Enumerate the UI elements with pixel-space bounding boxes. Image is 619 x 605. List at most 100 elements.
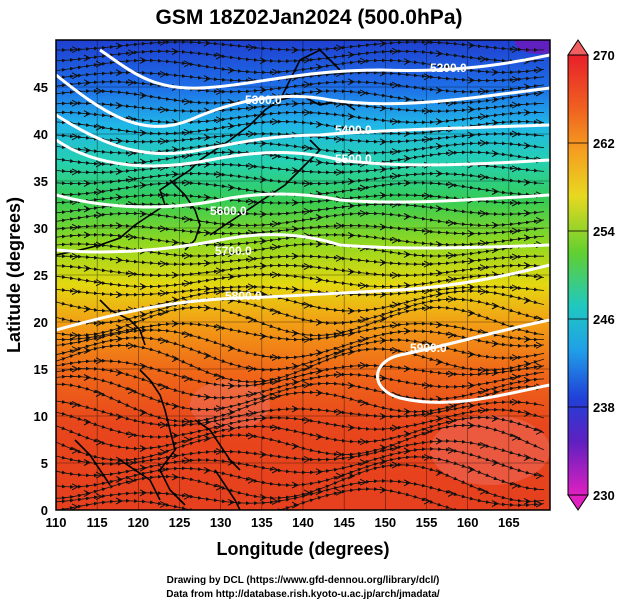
flow-arrow	[491, 188, 500, 195]
flow-arrow	[391, 271, 400, 279]
flow-arrow	[291, 362, 300, 370]
credit-line-1: Drawing by DCL (https://www.gfd-dennou.o…	[167, 575, 440, 586]
flow-arrow	[303, 381, 312, 389]
flow-arrow	[511, 199, 520, 207]
flow-arrow	[315, 63, 324, 71]
flow-arrow	[511, 165, 520, 173]
flow-arrow	[71, 223, 80, 231]
flow-arrow	[71, 346, 80, 354]
flow-arrow	[95, 160, 104, 168]
flow-arrow	[247, 43, 256, 51]
flow-arrow	[159, 337, 168, 345]
flow-arrow	[403, 430, 412, 438]
flow-arrow	[523, 335, 532, 343]
flow-arrow	[183, 179, 192, 187]
flow-arrow	[291, 442, 300, 450]
flow-arrow	[139, 464, 148, 472]
flow-arrow	[115, 193, 124, 201]
flow-arrow	[159, 309, 168, 316]
flow-arrow	[435, 118, 444, 126]
flow-arrow	[359, 209, 368, 217]
flow-arrow	[271, 271, 280, 279]
flow-arrow	[391, 424, 400, 432]
flow-arrow	[203, 160, 212, 168]
flow-arrow	[259, 176, 268, 184]
flow-arrow	[403, 479, 412, 487]
flow-arrow	[271, 354, 280, 361]
contour-label: 5700.0	[215, 244, 252, 258]
flow-arrow	[379, 337, 388, 344]
flow-arrow	[139, 158, 148, 166]
flow-arrow	[139, 181, 148, 189]
flow-arrow	[159, 448, 168, 456]
flow-arrow	[171, 320, 180, 328]
flow-arrow	[511, 481, 520, 489]
flow-arrow	[447, 331, 456, 339]
flow-arrow	[523, 497, 532, 505]
flow-arrow	[215, 448, 224, 455]
contour-label: 5300.0	[245, 93, 282, 107]
flow-arrow	[511, 354, 520, 362]
flow-arrow	[83, 334, 92, 342]
flow-arrow	[71, 288, 80, 295]
streamline	[56, 254, 544, 267]
flow-arrow	[139, 445, 148, 452]
flow-arrow	[127, 49, 136, 57]
flow-arrow	[403, 408, 412, 416]
flow-arrow	[139, 92, 148, 99]
flow-arrow	[403, 282, 412, 289]
flow-arrow	[259, 451, 268, 459]
flow-arrow	[183, 279, 192, 287]
contour-label: 5800.0	[225, 289, 262, 303]
flow-arrow	[183, 375, 192, 383]
flow-arrow	[511, 398, 520, 406]
flow-arrow	[491, 369, 500, 377]
flow-arrow	[479, 366, 488, 374]
x-tick-label: 155	[416, 515, 438, 530]
flow-arrow	[347, 178, 356, 185]
flow-arrow	[423, 497, 432, 505]
flow-arrow	[467, 106, 476, 113]
flow-arrow	[115, 69, 124, 77]
flow-arrow	[511, 130, 520, 138]
flow-arrow	[95, 333, 104, 341]
flow-arrow	[83, 305, 92, 313]
flow-arrow	[303, 489, 312, 497]
flow-arrow	[247, 390, 256, 398]
flow-arrow	[183, 436, 192, 444]
flow-arrow	[171, 170, 180, 178]
flow-arrow	[139, 210, 148, 218]
flow-arrow	[423, 107, 432, 115]
flow-arrow	[139, 56, 148, 64]
y-tick-label: 0	[41, 503, 48, 518]
flow-arrow	[359, 478, 368, 486]
flow-arrow	[347, 348, 356, 356]
flow-arrow	[247, 283, 256, 291]
flow-arrow	[271, 466, 280, 474]
flow-arrow	[95, 188, 104, 196]
flow-arrow	[259, 332, 268, 340]
streamline	[57, 487, 538, 510]
flow-arrow	[335, 472, 344, 480]
flow-arrow	[379, 138, 388, 146]
flow-arrow	[227, 66, 236, 74]
flow-arrow	[315, 87, 324, 95]
flow-arrow	[115, 102, 124, 109]
flow-arrow	[535, 66, 544, 74]
flow-arrow	[435, 415, 444, 423]
flow-arrow	[335, 222, 344, 230]
flow-arrow	[171, 271, 180, 279]
flow-arrow	[71, 503, 80, 510]
flow-arrow	[303, 416, 312, 424]
flow-arrow	[491, 302, 500, 310]
flow-arrow	[95, 279, 104, 287]
flow-arrow	[83, 146, 92, 154]
flow-arrow	[271, 220, 280, 228]
flow-arrow	[127, 459, 136, 467]
flow-arrow	[115, 42, 124, 50]
flow-arrow	[115, 324, 124, 332]
flow-arrow	[247, 104, 256, 112]
plot-frame	[55, 39, 551, 511]
flow-arrow	[347, 329, 356, 337]
flow-arrow	[523, 178, 532, 186]
